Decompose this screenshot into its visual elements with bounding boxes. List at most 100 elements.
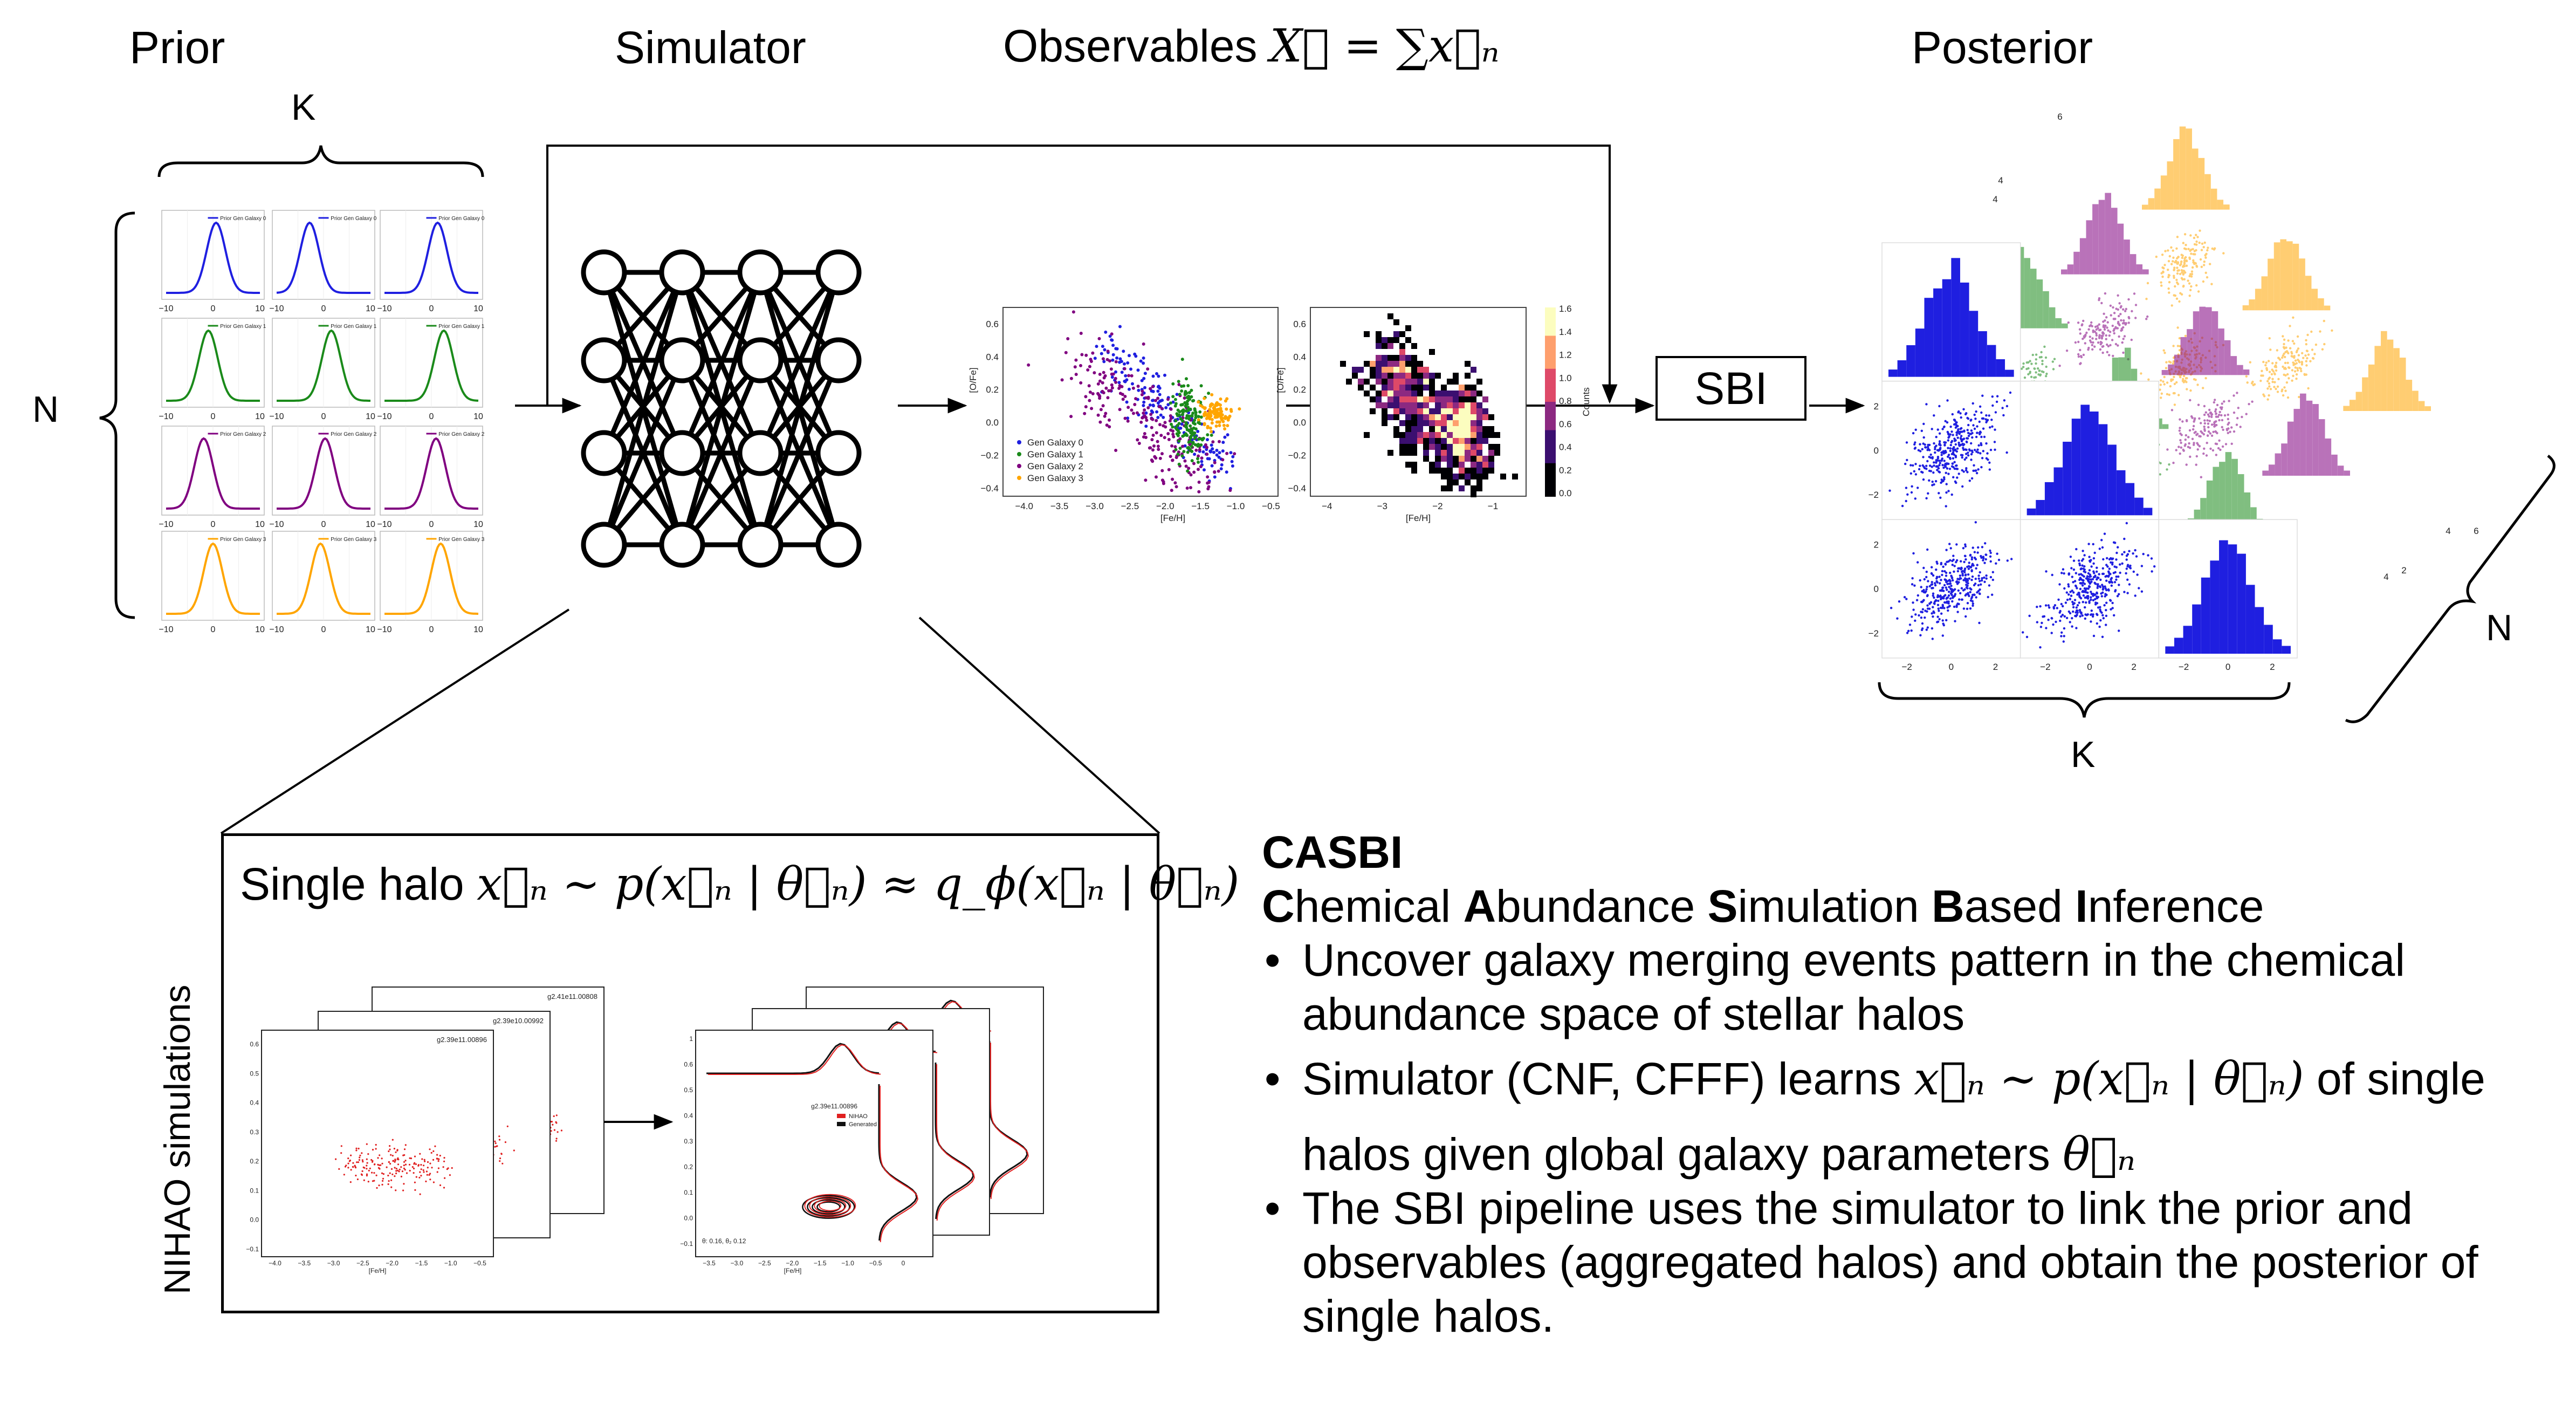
corner-hist-bar xyxy=(2090,411,2099,516)
prior-cell: Prior Gen Galaxy 1−10 0 10 xyxy=(159,318,266,421)
corner-scatter-point xyxy=(2206,442,2208,444)
corner-scatter-point xyxy=(2296,367,2299,369)
nihao-xtick: −2.5 xyxy=(356,1259,369,1267)
corner-scatter-point xyxy=(2161,254,2164,256)
hist-bin xyxy=(1471,420,1476,426)
scatter-point xyxy=(1142,342,1145,346)
corner-scatter-point xyxy=(2053,604,2057,607)
scatter-point xyxy=(1214,402,1218,406)
nihao-point xyxy=(390,1168,393,1170)
scatter-point xyxy=(1203,413,1206,417)
scatter-point xyxy=(1173,398,1177,401)
hist-bin xyxy=(1441,385,1447,390)
hist-bin xyxy=(1387,373,1393,379)
hist-bin xyxy=(1482,408,1488,414)
corner-scatter-point xyxy=(2292,374,2295,378)
corner-scatter-point xyxy=(1970,442,1973,445)
corner-scatter-point xyxy=(1980,443,1983,446)
corner-hist-bar xyxy=(2043,291,2049,328)
corner-scatter-point xyxy=(2091,615,2094,618)
corner-scatter-point xyxy=(2045,365,2048,368)
corner-scatter-point xyxy=(2098,297,2101,300)
corner-scatter-point xyxy=(2203,405,2206,408)
prior-cell: Prior Gen Galaxy 0−10 0 10 xyxy=(269,210,377,313)
corner-scatter-point xyxy=(1934,448,1936,450)
scatter-point xyxy=(1114,347,1118,351)
corner-scatter-point xyxy=(2099,606,2101,608)
corner-scatter-point xyxy=(2232,430,2236,433)
corner-hist-bar xyxy=(1906,345,1915,377)
corner-scatter-point xyxy=(1957,410,1960,413)
hist-bin xyxy=(1471,408,1476,414)
corner-scatter-point xyxy=(2101,546,2104,549)
scatter-point xyxy=(1169,455,1172,458)
scatter-point xyxy=(1190,388,1193,392)
corner-scatter-point xyxy=(1946,421,1949,424)
corner-scatter-point xyxy=(1913,470,1915,472)
corner-scatter-point xyxy=(2096,570,2098,573)
nihao-point xyxy=(378,1184,380,1187)
corner-scatter-point xyxy=(2027,361,2030,364)
scatter-point xyxy=(1221,441,1225,444)
scatter-point xyxy=(1196,457,1199,461)
scatter-point xyxy=(1151,385,1155,388)
scatter-point xyxy=(1180,385,1184,388)
corner-scatter-point xyxy=(2153,565,2156,568)
scatter-point xyxy=(1159,434,1163,437)
corner-scatter-point xyxy=(2047,604,2050,607)
corner-scatter-point xyxy=(2039,626,2043,628)
scatter-point xyxy=(1197,481,1201,484)
corner-scatter-point xyxy=(1974,417,1977,420)
hist-bin xyxy=(1429,373,1435,379)
corner-scatter-point xyxy=(2304,354,2307,357)
corner-hist-bar xyxy=(2192,148,2199,210)
hist-bin xyxy=(1423,396,1429,402)
corner-scatter-point xyxy=(2251,400,2254,403)
corner-scatter-point xyxy=(1943,601,1946,604)
corner-scatter-point xyxy=(2063,627,2066,630)
nihao-panel-id: g2.39e11.00896 xyxy=(437,1036,487,1044)
corner-scatter-point xyxy=(1955,543,1958,546)
corner-scatter-point xyxy=(1982,450,1984,453)
corner-scatter-point xyxy=(2267,360,2270,362)
hist-bin xyxy=(1411,343,1417,349)
hist-bin xyxy=(1429,432,1435,438)
corner-scatter-point xyxy=(1970,588,1973,591)
scatter-point xyxy=(1220,416,1224,420)
scatter-point xyxy=(1189,440,1192,443)
corner-scatter-point xyxy=(1991,578,1994,581)
scatter-point xyxy=(1074,358,1078,362)
nihao-point xyxy=(553,1129,555,1131)
nihao-point xyxy=(366,1173,368,1175)
hist-bin xyxy=(1399,373,1405,379)
hist-bin xyxy=(1465,426,1471,432)
nihao-ytick: 0.3 xyxy=(250,1128,259,1136)
nihao-point xyxy=(498,1135,500,1138)
corner-hist-bar xyxy=(2230,356,2237,375)
corner-scatter-point xyxy=(1967,423,1970,427)
corner-scatter-point xyxy=(2053,358,2056,360)
corner-scatter-point xyxy=(2096,586,2099,590)
corner-scatter-point xyxy=(1988,414,1990,417)
corner-scatter-point xyxy=(2196,443,2200,446)
corner-hist-bar xyxy=(2086,220,2093,275)
corner-scatter-point xyxy=(2090,321,2093,324)
prior-tick-mid: 0 xyxy=(211,412,216,421)
nihao-point xyxy=(439,1155,441,1157)
corner-scatter-point xyxy=(1949,547,1952,550)
corner-scatter-point xyxy=(2082,601,2084,604)
hist-bin xyxy=(1399,331,1405,337)
corner-scatter-point xyxy=(2052,623,2055,626)
corner-scatter-point xyxy=(2185,434,2187,437)
scatter-point xyxy=(1143,414,1146,418)
corner-scatter-point xyxy=(2085,601,2087,604)
corner-hist-bar xyxy=(1933,288,1942,377)
corner-scatter-point xyxy=(2140,565,2144,567)
corner-scatter-point xyxy=(2086,587,2090,590)
corner-scatter-point xyxy=(1981,546,1984,549)
corner-scatter-point xyxy=(1928,607,1931,610)
corner-scatter-point xyxy=(2203,419,2206,422)
scatter-point xyxy=(1136,368,1140,372)
corner-scatter-point xyxy=(1943,578,1946,581)
hist-bin xyxy=(1465,432,1471,438)
